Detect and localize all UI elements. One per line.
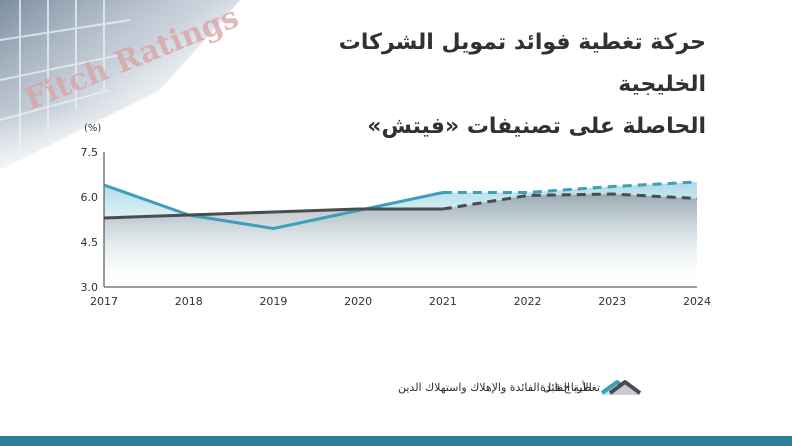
footer-bar (0, 436, 792, 446)
legend-label-ebitda: الأرباح قبل الفائدة والإهلاك واستهلاك ال… (398, 380, 592, 394)
y-tick-label: 6.0 (81, 191, 99, 204)
x-tick-label-2018: 2018 (175, 295, 203, 308)
legend-label-interest-coverage: تغطية الفائدة (540, 380, 601, 394)
y-axis-unit-label: (%) (84, 123, 101, 134)
x-tick-label-2023: 2023 (598, 295, 626, 308)
legend-item-interest-coverage: تغطية الفائدة (540, 376, 642, 398)
series-line-0-forecast (442, 180, 698, 194)
x-tick-label-2019: 2019 (259, 295, 287, 308)
title-line-2: الحاصلة على تصنيفات «فيتش» (367, 114, 706, 139)
legend-swatch-coverage-icon (608, 380, 642, 395)
y-tick-label: 3.0 (81, 281, 99, 294)
x-tick-label-2020: 2020 (344, 295, 372, 308)
chart-title: حركة تغطية فوائد تمويل الشركات الخليجية … (286, 22, 706, 148)
title-line-1: حركة تغطية فوائد تمويل الشركات الخليجية (338, 30, 706, 97)
header-building-photo: Fitch Ratings (0, 0, 300, 190)
x-tick-label-2017: 2017 (90, 295, 118, 308)
series-line-1-forecast (442, 192, 698, 211)
x-tick-label-2024: 2024 (683, 295, 711, 308)
series-area-1 (104, 194, 697, 287)
x-tick-label-2021: 2021 (429, 295, 457, 308)
y-tick-label: 7.5 (81, 146, 99, 159)
x-tick-label-2022: 2022 (514, 295, 542, 308)
chart-legend: الأرباح قبل الفائدة والإهلاك واستهلاك ال… (160, 372, 642, 402)
y-tick-label: 4.5 (81, 236, 99, 249)
